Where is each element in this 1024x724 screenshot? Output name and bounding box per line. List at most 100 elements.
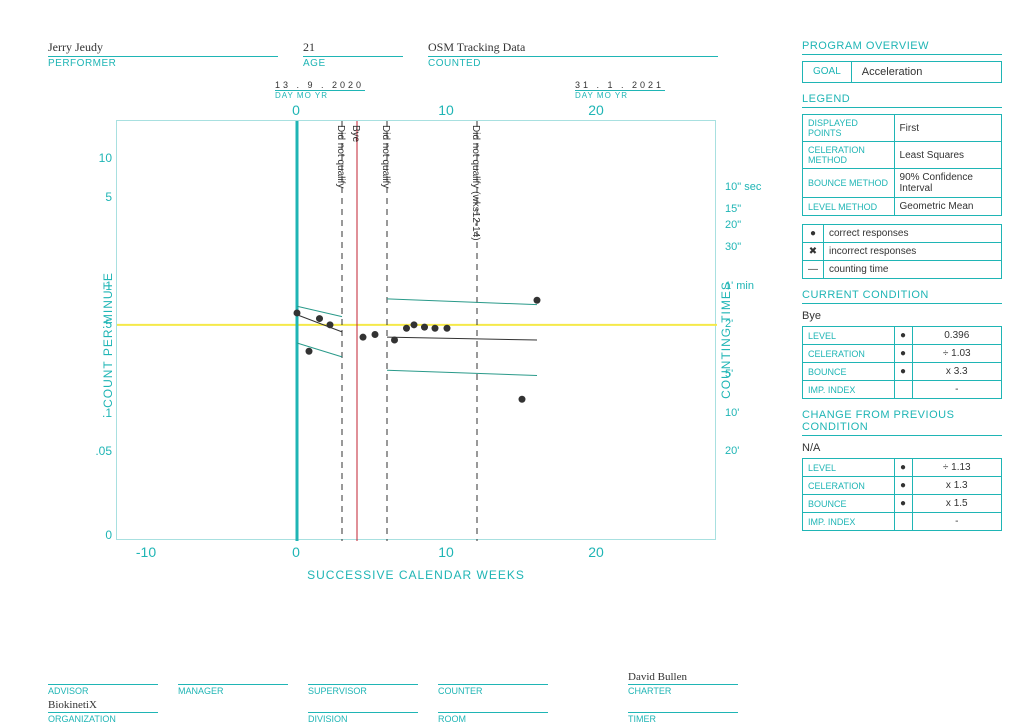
footer-value — [628, 699, 738, 712]
counted-value: OSM Tracking Data — [428, 40, 718, 55]
footer-field: TIMER — [628, 699, 738, 724]
footer-label: MANAGER — [178, 684, 288, 696]
footer-label: ORGANIZATION — [48, 712, 158, 724]
table-cell: First — [894, 115, 1001, 142]
table-cell: IMP. INDEX — [803, 513, 895, 531]
y2-tick: 1' min — [725, 280, 765, 292]
footer-field: COUNTER — [438, 671, 548, 696]
table-cell: IMP. INDEX — [803, 381, 895, 399]
table-cell: CELERATION — [803, 345, 895, 363]
footer-value — [48, 671, 158, 684]
table-cell — [894, 513, 912, 531]
footer-value — [308, 699, 418, 712]
table-cell: Least Squares — [894, 142, 1001, 169]
footer-label: ADVISOR — [48, 684, 158, 696]
x-axis-label: SUCCESSIVE CALENDAR WEEKS — [116, 568, 716, 582]
table-cell: — — [803, 261, 824, 279]
date-units: DAY MO YR — [275, 90, 365, 100]
change-title: CHANGE FROM PREVIOUS CONDITION — [802, 409, 1002, 436]
y2-tick: 20' — [725, 445, 765, 457]
table-cell: Geometric Mean — [894, 198, 1001, 216]
footer-value: David Bullen — [628, 671, 738, 684]
footer-label: COUNTER — [438, 684, 548, 696]
plot-area: Did not qualify Bye Did not qualify Did not… — [116, 120, 716, 540]
table-cell: ÷ 1.13 — [912, 459, 1001, 477]
table-cell: ● — [894, 327, 912, 345]
footer-value — [178, 671, 288, 684]
phase-label: Bye — [350, 125, 361, 142]
table-cell: x 1.3 — [912, 477, 1001, 495]
x-tick-top: 20 — [588, 102, 604, 118]
table-cell: DISPLAYED POINTS — [803, 115, 895, 142]
footer-value — [438, 699, 548, 712]
table-cell: incorrect responses — [824, 243, 1002, 261]
y2-tick: 20" — [725, 219, 765, 231]
table-cell: BOUNCE — [803, 363, 895, 381]
phase-label: Did not qualify — [335, 125, 346, 188]
age-field: 21 AGE — [303, 40, 403, 69]
footer-field: BiokinetiXORGANIZATION — [48, 699, 158, 724]
footer-label: TIMER — [628, 712, 738, 724]
phase-label: Did not qualify (wks12-14) — [470, 125, 481, 241]
table-cell: ● — [894, 495, 912, 513]
table-cell: ✖ — [803, 243, 824, 261]
footer-label: ROOM — [438, 712, 548, 724]
chart-svg — [117, 121, 717, 541]
footer-value: BiokinetiX — [48, 699, 158, 712]
table-cell: BOUNCE METHOD — [803, 169, 895, 198]
footer-field: MANAGER — [178, 671, 288, 696]
table-cell: ● — [894, 477, 912, 495]
date-marker: 31 . 1 . 2021DAY MO YR — [575, 80, 665, 100]
age-value: 21 — [303, 40, 403, 55]
table-cell: ● — [894, 363, 912, 381]
performer-value: Jerry Jeudy — [48, 40, 278, 55]
date-units: DAY MO YR — [575, 90, 665, 100]
footer-label: DIVISION — [308, 712, 418, 724]
counted-field: OSM Tracking Data COUNTED — [428, 40, 718, 69]
performer-label: PERFORMER — [48, 56, 278, 69]
table-cell: ÷ 1.03 — [912, 345, 1001, 363]
footer-field: ROOM — [438, 699, 548, 724]
x-tick: 20 — [576, 544, 616, 560]
table-cell: - — [912, 381, 1001, 399]
table-cell: BOUNCE — [803, 495, 895, 513]
date-value: 31 . 1 . 2021 — [575, 80, 665, 90]
phase-label: Did not qualify — [380, 125, 391, 188]
counted-label: COUNTED — [428, 56, 718, 69]
goal-value: Acceleration — [852, 62, 1001, 82]
table-cell: CELERATION METHOD — [803, 142, 895, 169]
y2-tick: 10' — [725, 407, 765, 419]
x-tick: 0 — [276, 544, 316, 560]
y-tick: 1 — [82, 279, 112, 293]
footer-value — [308, 671, 418, 684]
y-tick: 10 — [82, 151, 112, 165]
table-cell: ● — [894, 345, 912, 363]
y2-tick: 30" — [725, 241, 765, 253]
footer-field: SUPERVISOR — [308, 671, 418, 696]
x-tick: -10 — [126, 544, 166, 560]
current-condition-name: Bye — [802, 310, 1002, 322]
change-name: N/A — [802, 442, 1002, 454]
y2-tick: 5' — [725, 368, 765, 380]
sidebar: PROGRAM OVERVIEW GOAL Acceleration LEGEN… — [802, 40, 1002, 531]
footer-field: David BullenCHARTER — [628, 671, 738, 696]
date-value: 13 . 9 . 2020 — [275, 80, 365, 90]
goal-row: GOAL Acceleration — [802, 61, 1002, 83]
table-cell: 90% Confidence Interval — [894, 169, 1001, 198]
goal-label: GOAL — [803, 62, 852, 82]
x-tick-top: 0 — [292, 102, 300, 118]
y-tick: .1 — [82, 406, 112, 420]
table-cell: ● — [803, 225, 824, 243]
table-cell: LEVEL — [803, 327, 895, 345]
footer-label: CHARTER — [628, 684, 738, 696]
y-tick: .5 — [82, 317, 112, 331]
table-cell: LEVEL METHOD — [803, 198, 895, 216]
current-condition-table: LEVEL●0.396CELERATION●÷ 1.03BOUNCE●x 3.3… — [802, 326, 1002, 399]
table-cell: ● — [894, 459, 912, 477]
change-table: LEVEL●÷ 1.13CELERATION●x 1.3BOUNCE●x 1.5… — [802, 458, 1002, 531]
y-tick: 0 — [82, 528, 112, 542]
current-condition-title: CURRENT CONDITION — [802, 289, 1002, 304]
table-cell: x 1.5 — [912, 495, 1001, 513]
table-cell — [894, 381, 912, 399]
table-cell: CELERATION — [803, 477, 895, 495]
